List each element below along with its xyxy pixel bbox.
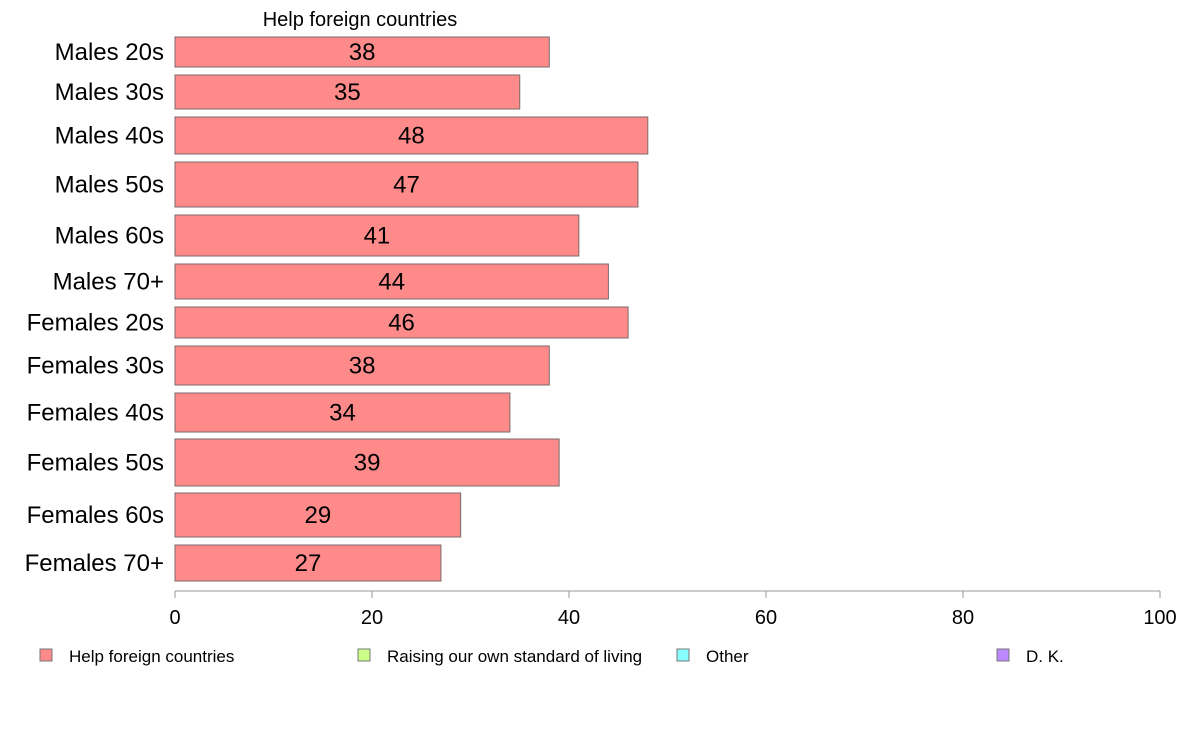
bar-value-label: 44 — [378, 269, 405, 296]
bar — [174, 214, 580, 257]
bar-value-label: 35 — [334, 79, 361, 106]
bar — [174, 306, 629, 339]
bar-value-label: 29 — [304, 502, 331, 529]
legend-label: D. K. — [1026, 647, 1064, 666]
bar — [174, 438, 560, 487]
x-axis: 0 20 40 60 80 100 — [169, 590, 1177, 629]
x-tick-label: 80 — [952, 607, 974, 629]
x-tick-label: 40 — [558, 607, 580, 629]
y-tick-label: Males 30s — [55, 79, 164, 106]
chart-title: Help foreign countries — [263, 9, 458, 31]
x-tick-label: 60 — [755, 607, 777, 629]
bar — [174, 492, 462, 538]
legend-swatch — [996, 648, 1010, 662]
bar — [174, 36, 550, 68]
bar-value-label: 38 — [349, 39, 376, 66]
y-tick-label: Females 70+ — [25, 550, 164, 577]
bar — [174, 74, 521, 110]
bar-value-label: 34 — [329, 400, 356, 427]
y-tick-label: Females 30s — [27, 353, 164, 380]
y-tick-label: Males 20s — [55, 39, 164, 66]
bar — [174, 345, 550, 386]
y-tick-label: Males 70+ — [53, 269, 164, 296]
bar — [174, 544, 442, 582]
bar-value-label: 48 — [398, 123, 425, 150]
y-tick-label: Females 50s — [27, 450, 164, 477]
bar-value-label: 27 — [295, 550, 322, 577]
y-tick-label: Females 40s — [27, 400, 164, 427]
x-tick-label: 100 — [1143, 607, 1176, 629]
bar — [174, 116, 649, 155]
bar-value-label: 41 — [364, 223, 391, 250]
legend-label: Help foreign countries — [69, 647, 234, 666]
x-tick-label: 20 — [361, 607, 383, 629]
bar-value-label: 39 — [354, 450, 381, 477]
y-tick-label: Males 50s — [55, 172, 164, 199]
y-tick-label: Males 40s — [55, 123, 164, 150]
legend-label: Other — [706, 647, 749, 666]
bar-value-label: 38 — [349, 353, 376, 380]
y-tick-label: Females 20s — [27, 310, 164, 337]
y-tick-label: Females 60s — [27, 502, 164, 529]
bar — [174, 392, 511, 433]
bar — [174, 263, 609, 300]
legend-swatch — [357, 648, 371, 662]
y-tick-label: Males 60s — [55, 223, 164, 250]
y-axis-labels: Males 20s Males 30s Males 40s Males 50s Male… — [25, 39, 164, 577]
bar-value-label: 47 — [393, 172, 420, 199]
legend: Help foreign countries Raising our own st… — [39, 647, 1064, 666]
legend-label: Raising our own standard of living — [387, 647, 642, 666]
bar — [174, 161, 639, 208]
legend-swatch — [676, 648, 690, 662]
x-tick-label: 0 — [169, 607, 180, 629]
legend-swatch — [39, 648, 53, 662]
bar-value-label: 46 — [388, 310, 415, 337]
